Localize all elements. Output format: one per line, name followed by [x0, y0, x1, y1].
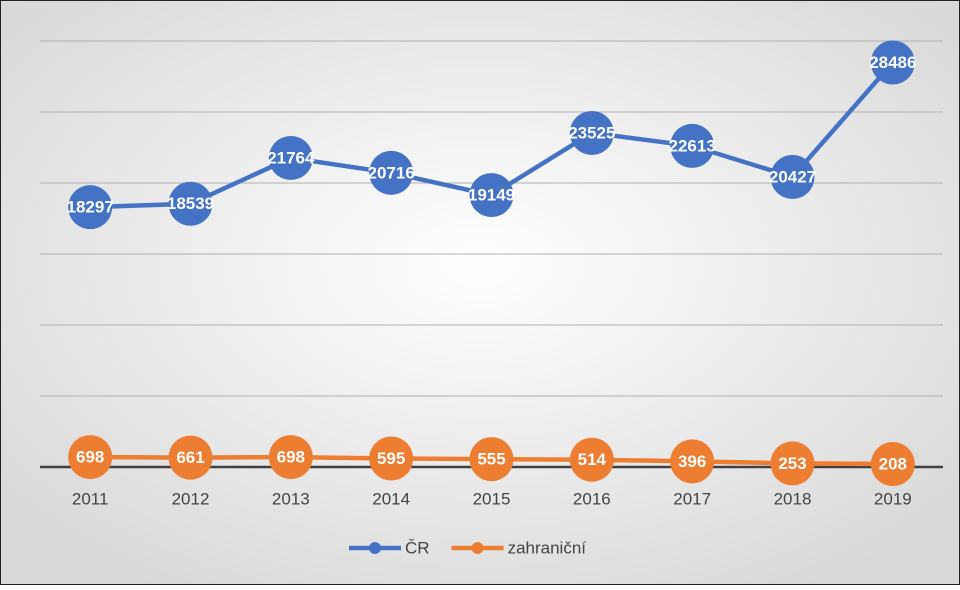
- x-tick-label: 2015: [473, 489, 511, 508]
- x-tick-label: 2018: [774, 489, 812, 508]
- marker: [168, 181, 213, 226]
- data-label: 18539: [167, 194, 214, 213]
- legend-marker: [369, 542, 381, 554]
- data-label: 21764: [267, 148, 315, 167]
- data-label: 208: [879, 455, 907, 474]
- marker: [670, 123, 715, 168]
- x-tick-label: 2013: [272, 489, 310, 508]
- marker: [870, 40, 915, 85]
- marker: [670, 439, 715, 484]
- legend-label: ČR: [405, 538, 430, 557]
- data-label: 20716: [368, 163, 415, 182]
- x-tick-label: 2011: [72, 489, 109, 508]
- data-label: 18297: [67, 198, 114, 217]
- data-label: 20427: [769, 167, 816, 186]
- marker: [770, 441, 815, 486]
- data-label: 253: [778, 454, 806, 473]
- marker: [569, 110, 614, 155]
- data-label: 698: [277, 448, 305, 467]
- data-label: 22613: [669, 136, 716, 155]
- marker: [369, 436, 414, 481]
- legend-label: zahraniční: [508, 538, 587, 557]
- data-label: 19149: [468, 186, 515, 205]
- data-label: 698: [76, 448, 104, 467]
- x-tick-label: 2012: [172, 489, 210, 508]
- data-label: 661: [176, 448, 204, 467]
- marker: [68, 435, 113, 480]
- data-label: 23525: [568, 123, 615, 142]
- marker: [770, 154, 815, 199]
- x-tick-label: 2019: [874, 489, 912, 508]
- data-label: 514: [578, 450, 607, 469]
- data-label: 28486: [869, 53, 916, 72]
- legend-marker: [471, 542, 484, 554]
- marker: [870, 442, 915, 487]
- x-tick-label: 2016: [573, 489, 611, 508]
- marker: [268, 435, 313, 480]
- data-label: 595: [377, 449, 405, 468]
- marker: [268, 135, 313, 180]
- marker: [469, 173, 514, 218]
- data-label: 555: [477, 450, 505, 469]
- data-label: 396: [678, 452, 706, 471]
- marker: [68, 185, 113, 230]
- marker: [369, 150, 414, 195]
- marker: [469, 437, 514, 482]
- x-tick-label: 2014: [372, 489, 410, 508]
- marker: [168, 435, 213, 480]
- x-tick-label: 2017: [673, 489, 711, 508]
- marker: [569, 437, 614, 482]
